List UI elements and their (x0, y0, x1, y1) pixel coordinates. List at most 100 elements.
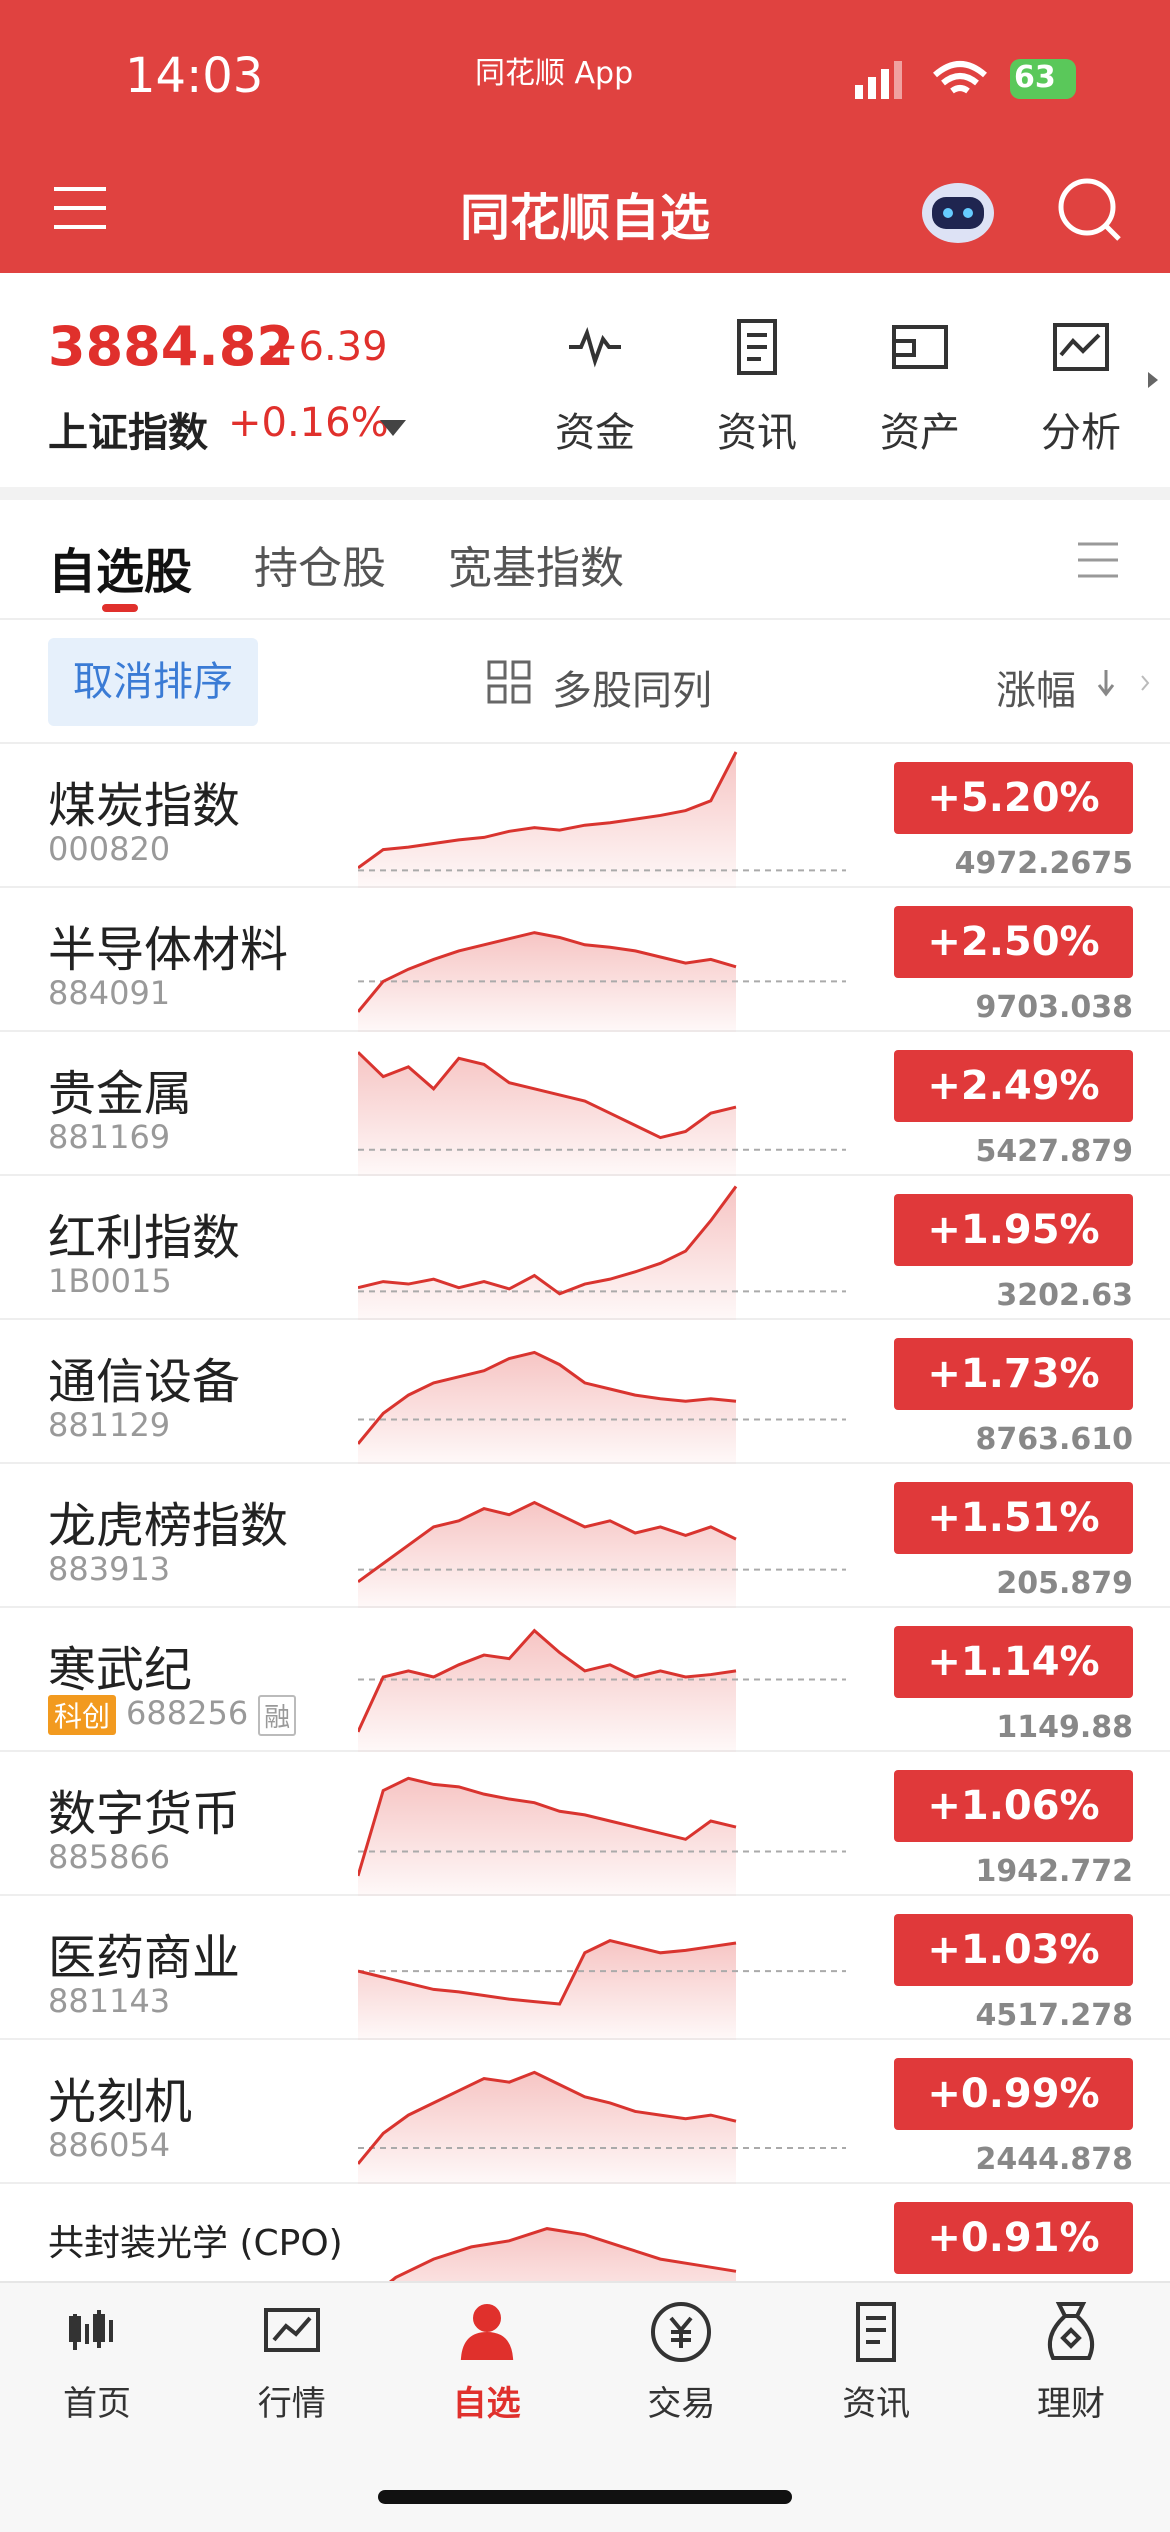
spark-line (358, 751, 738, 870)
nav-item[interactable]: 资讯 (779, 2300, 973, 2425)
spark-line (358, 2070, 737, 2165)
icon-path (460, 2303, 513, 2360)
stock-row[interactable]: 寒武纪 科创 688256 融 +1.14% 1149.88 (0, 1608, 1170, 1752)
stock-row[interactable]: 光刻机 886054 +0.99% 2444.878 (0, 2040, 1170, 2184)
robot-button[interactable] (918, 175, 998, 245)
change-badge: +2.50% (894, 906, 1133, 978)
icon-path (1053, 323, 1109, 371)
stock-name: 煤炭指数 (48, 778, 241, 834)
spark-area (358, 1778, 736, 1896)
spark-line (358, 931, 737, 1013)
spark-area (358, 1052, 736, 1176)
spark-line (358, 1185, 738, 1296)
stock-name: 医药商业 (48, 1930, 241, 1986)
tool-label[interactable]: 资产 (880, 410, 960, 456)
stock-price: 1942.772 (975, 1854, 1133, 1889)
change-badge: +1.14% (894, 1626, 1133, 1698)
stock-name: 通信设备 (48, 1354, 241, 1410)
search-button[interactable] (1055, 175, 1125, 245)
stock-row[interactable]: 贵金属 881169 +2.49% 5427.879 (0, 1032, 1170, 1176)
status-icons (855, 59, 1076, 99)
nav-item[interactable]: 行情 (195, 2300, 389, 2425)
stock-code-line: 884091 (48, 974, 170, 1012)
stock-code-line: 886054 (48, 2126, 170, 2164)
tab[interactable]: 持仓股 (254, 543, 386, 594)
icon-path (856, 2302, 897, 2362)
spark-line (358, 1350, 737, 1445)
spark-line (358, 1628, 737, 1733)
sparkline (358, 1500, 846, 1608)
tab-menu[interactable] (1078, 542, 1118, 578)
spark-area (358, 1352, 736, 1464)
tool-label[interactable]: 资讯 (717, 410, 797, 456)
sort-field[interactable]: 涨幅 (996, 668, 1076, 714)
stock-code: 881129 (48, 1406, 171, 1444)
stock-price: 8763.610 (975, 1422, 1133, 1457)
stock-code: 885866 (48, 1838, 171, 1876)
sparkline (358, 1350, 846, 1464)
grid-icon (487, 660, 531, 704)
icon-path (892, 325, 948, 369)
spark-area (358, 2072, 736, 2184)
stock-row[interactable]: 数字货币 885866 +1.06% 1942.772 (0, 1752, 1170, 1896)
stock-price: 5427.879 (975, 1134, 1133, 1169)
stock-code-line: 1B0015 (48, 1262, 172, 1300)
stock-name: 半导体材料 (48, 922, 289, 978)
nav-item[interactable]: 交易 (584, 2300, 778, 2425)
tab[interactable]: 自选股 (48, 544, 193, 600)
stock-name: 数字货币 (48, 1786, 241, 1842)
stock-row[interactable]: 煤炭指数 000820 +5.20% 4972.2675 (0, 744, 1170, 888)
sparkline (358, 1939, 846, 2040)
nav-label: 交易 (647, 2384, 716, 2424)
margin-tag: 融 (258, 1694, 297, 1736)
cancel-sort[interactable]: 取消排序 (48, 638, 258, 726)
multi-view[interactable]: 多股同列 (552, 668, 712, 714)
nav-icon (263, 2308, 320, 2352)
header-title: 同花顺自选 (460, 189, 710, 247)
sparkline (358, 1628, 846, 1752)
change-badge: +1.51% (894, 1482, 1133, 1554)
nav-item[interactable]: 首页 (0, 2300, 194, 2425)
stock-row[interactable]: 医药商业 881143 +1.03% 4517.278 (0, 1896, 1170, 2040)
change-badge: +0.91% (894, 2202, 1133, 2274)
stock-name: 红利指数 (48, 1210, 241, 1266)
stock-row[interactable]: 半导体材料 884091 +2.50% 9703.038 (0, 888, 1170, 1032)
market-tag: 科创 (48, 1695, 117, 1735)
tool-label[interactable]: 资金 (555, 410, 635, 456)
divider (0, 742, 1170, 744)
stock-price: 3202.63 (996, 1278, 1133, 1313)
stock-row[interactable]: 通信设备 881129 +1.73% 8763.610 (0, 1320, 1170, 1464)
nav-label: 理财 (1037, 2384, 1105, 2424)
nav-item[interactable]: 自选 (390, 2300, 584, 2425)
stock-name: 共封装光学 (CPO) (48, 2223, 343, 2264)
stock-name: 光刻机 (48, 2074, 193, 2130)
spark-area (358, 1502, 736, 1608)
stock-name: 寒武纪 (48, 1642, 193, 1698)
tool-icon (1053, 323, 1109, 371)
tool-label[interactable]: 分析 (1041, 410, 1121, 456)
sparkline (358, 2070, 846, 2184)
change-badge: +1.06% (894, 1770, 1133, 1842)
menu-button[interactable] (52, 185, 108, 231)
stock-name: 龙虎榜指数 (48, 1498, 289, 1554)
stock-row[interactable]: 龙虎榜指数 883913 +1.51% 205.879 (0, 1464, 1170, 1608)
more-arrow[interactable] (1146, 370, 1160, 390)
nav-icon (1048, 2302, 1094, 2360)
nav-label: 资讯 (842, 2384, 911, 2424)
tab[interactable]: 宽基指数 (448, 543, 624, 594)
index-percent[interactable]: +0.16% (228, 400, 389, 446)
dropdown-arrow[interactable] (380, 418, 406, 438)
stock-code: 688256 (126, 1694, 249, 1732)
home-indicator (378, 2490, 792, 2504)
stock-code-line: 科创 688256 融 (48, 1694, 297, 1736)
icon-path (263, 2308, 320, 2352)
nav-item[interactable]: 理财 (974, 2300, 1168, 2425)
stock-row[interactable]: 红利指数 1B0015 +1.95% 3202.63 (0, 1176, 1170, 1320)
tool-icon (569, 327, 621, 368)
spark-line (358, 1776, 737, 1877)
icon-path (69, 2310, 113, 2350)
stock-code-line: 883913 (48, 1550, 170, 1588)
spark-area (358, 1940, 736, 2040)
spark-line (358, 2227, 737, 2310)
index-value: 3884.82 (48, 315, 294, 378)
